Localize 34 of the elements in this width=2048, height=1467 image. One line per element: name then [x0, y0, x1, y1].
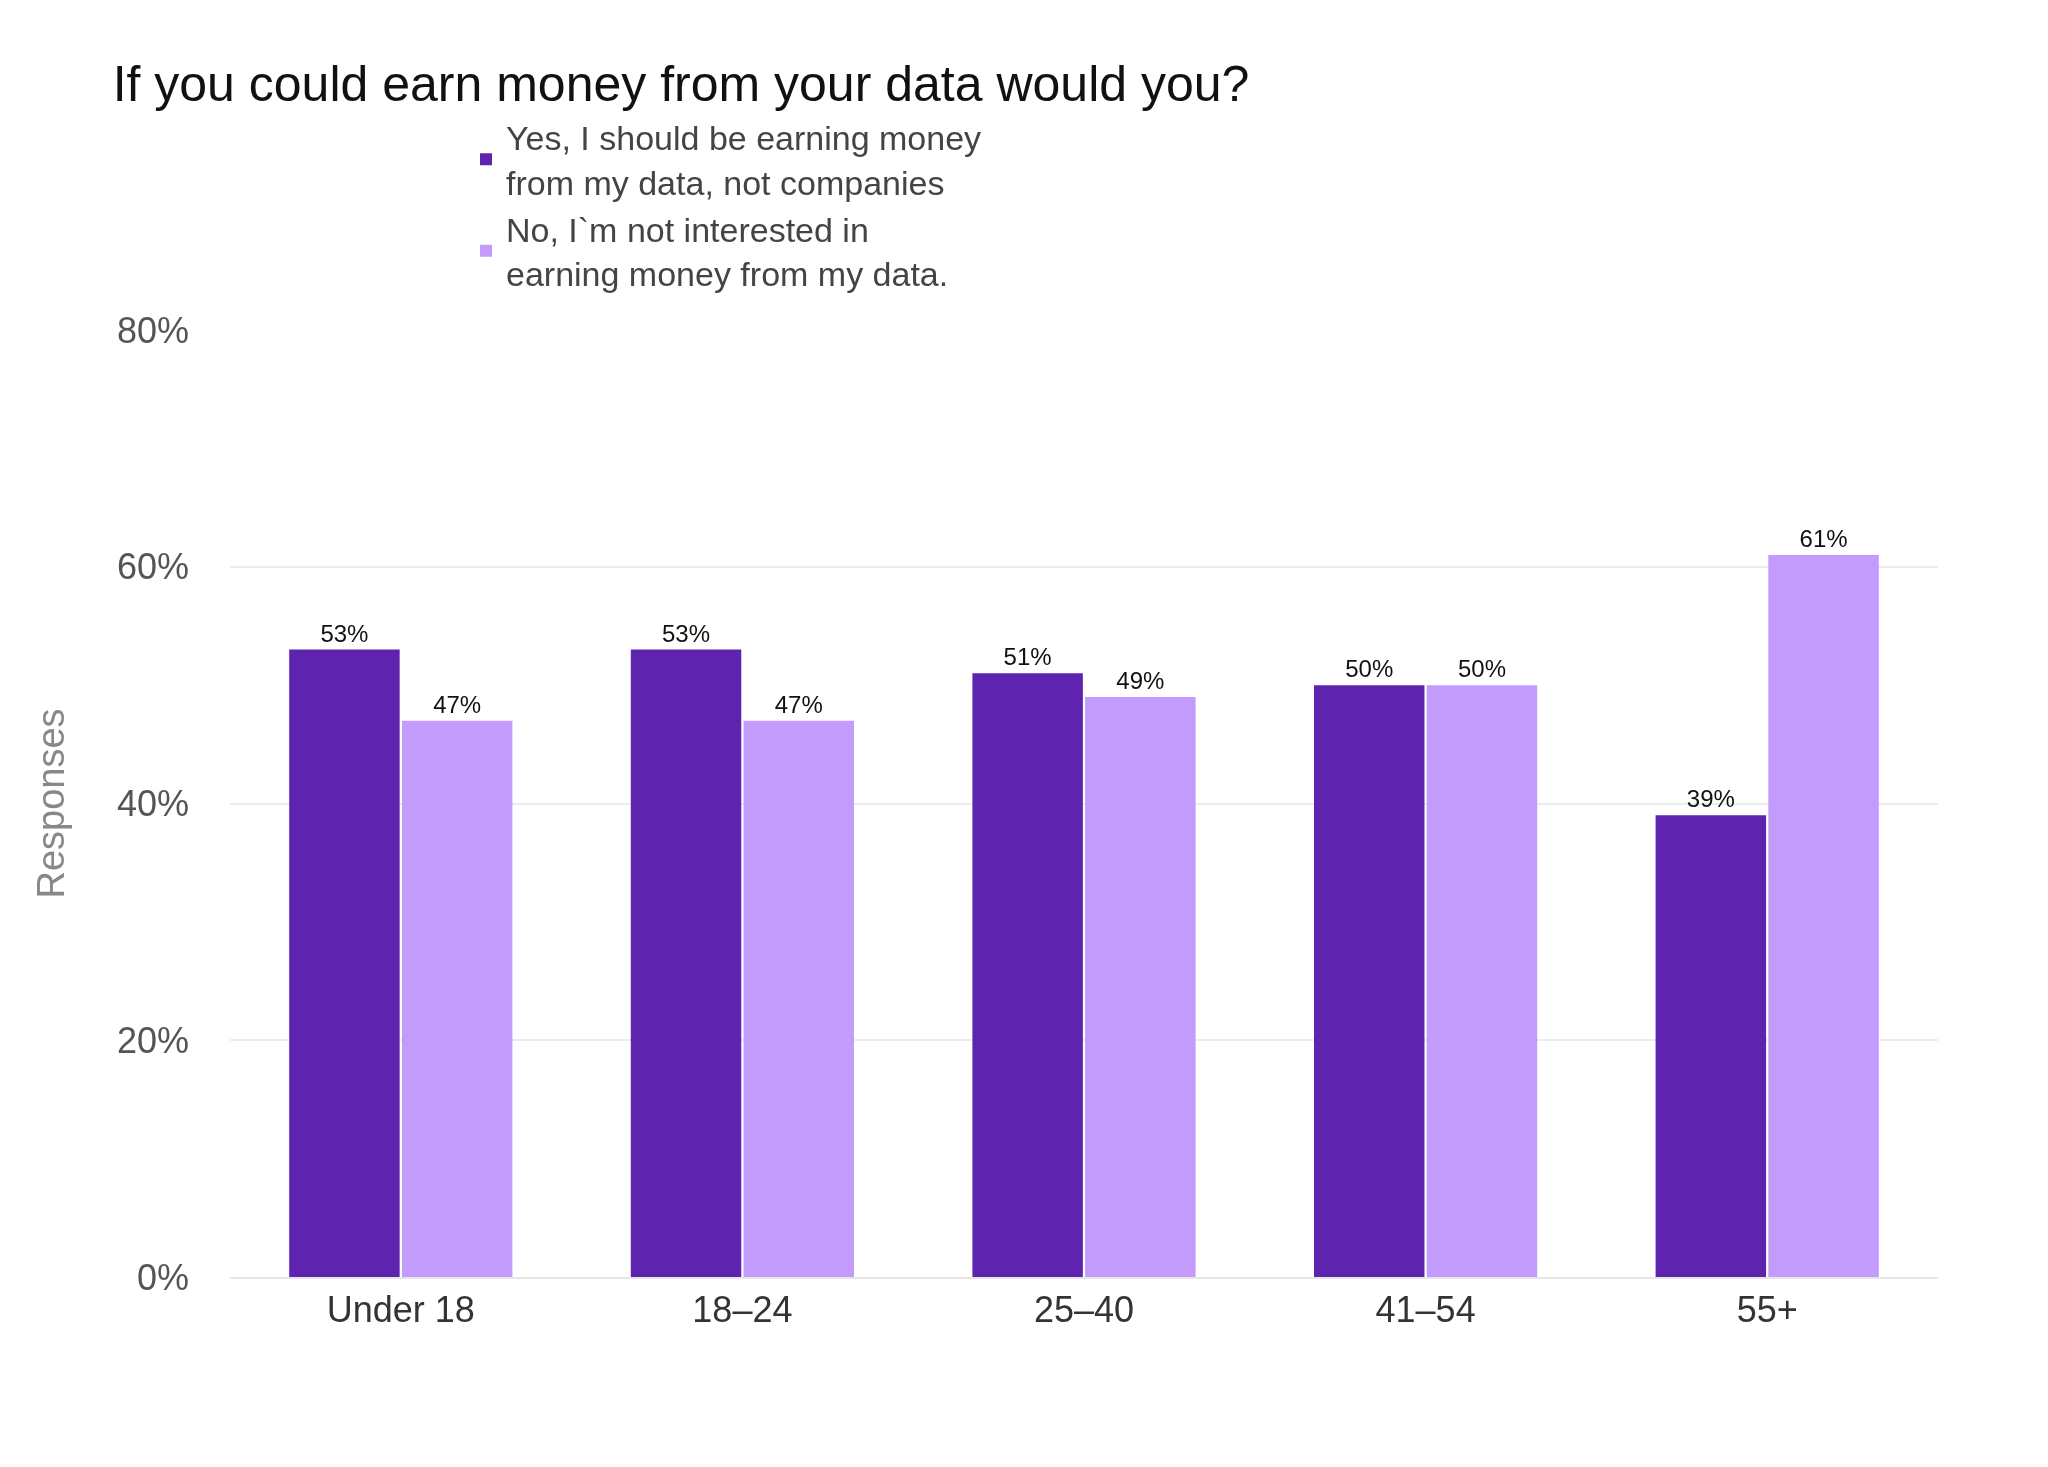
- data-label: 51%: [1003, 643, 1052, 671]
- y-tick-label: 60%: [116, 546, 189, 588]
- data-label: 39%: [1686, 785, 1735, 813]
- data-label: 47%: [774, 690, 823, 718]
- bar: [1085, 696, 1196, 1277]
- data-label: 49%: [1116, 666, 1165, 694]
- data-label: 53%: [662, 619, 711, 647]
- bar: [1655, 815, 1767, 1277]
- data-label: 50%: [1345, 655, 1394, 683]
- bar: [1314, 685, 1425, 1277]
- x-tick-label: 18–24: [692, 1289, 793, 1331]
- bar: [289, 649, 400, 1277]
- bar: [972, 673, 1083, 1277]
- data-label: 47%: [433, 690, 482, 718]
- data-label: 50%: [1457, 655, 1506, 683]
- x-tick-label: 41–54: [1375, 1289, 1476, 1331]
- bar: [1426, 685, 1538, 1277]
- y-axis-title: Responses: [30, 708, 73, 899]
- bar: [743, 720, 854, 1277]
- data-label: 61%: [1799, 524, 1848, 552]
- bar: [1768, 554, 1879, 1277]
- y-tick-label: 0%: [136, 1256, 189, 1298]
- x-tick-label: Under 18: [326, 1289, 475, 1331]
- legend-label: Yes, I should be earning money from my data, not companies: [506, 119, 982, 202]
- y-tick-label: 20%: [116, 1019, 189, 1061]
- bar: [630, 649, 742, 1277]
- y-tick-label: 40%: [116, 783, 189, 825]
- y-tick-label: 80%: [116, 309, 189, 351]
- legend-label: No, I`m not interested in earning money from my data.: [506, 210, 949, 294]
- chart-title: If you could earn money from your data would you?: [112, 56, 1250, 113]
- data-label: 53%: [320, 619, 369, 647]
- x-tick-label: 55+: [1736, 1289, 1798, 1331]
- bar: [401, 720, 513, 1277]
- x-tick-label: 25–40: [1033, 1289, 1135, 1331]
